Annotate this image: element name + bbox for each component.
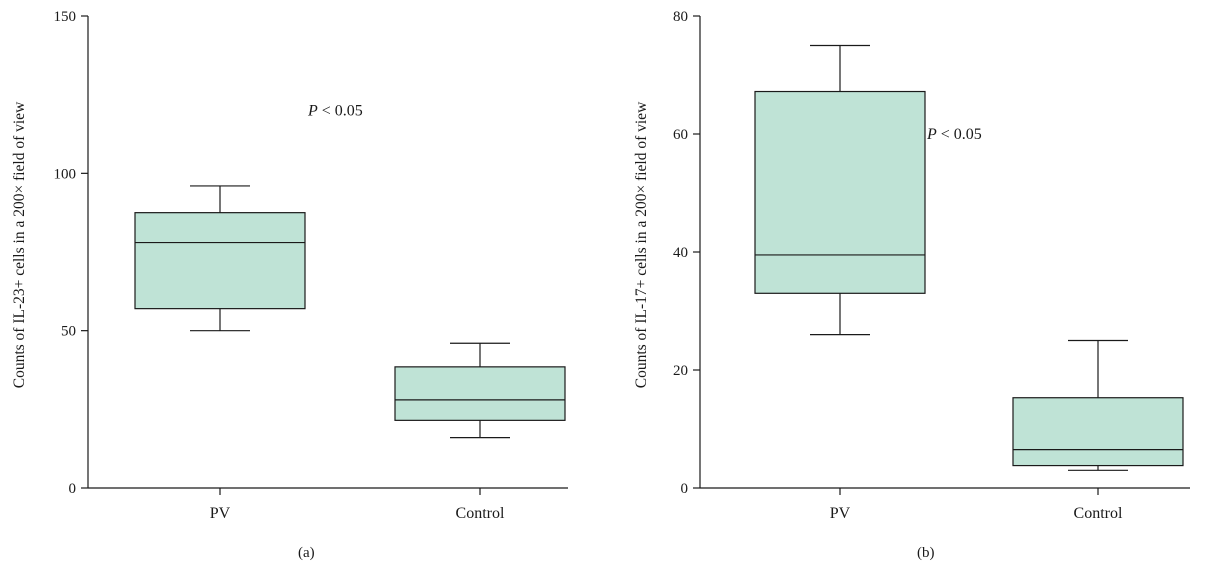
y-tick-label: 0 bbox=[69, 481, 77, 497]
iqr-box bbox=[394, 366, 566, 421]
y-axis-label: Counts of IL-17+ cells in a 200× field o… bbox=[633, 101, 650, 388]
box-pv bbox=[134, 185, 306, 332]
y-tick-label: 50 bbox=[61, 324, 76, 340]
panel-caption-b: (b) bbox=[917, 545, 935, 561]
y-tick-label: 100 bbox=[54, 166, 77, 182]
iqr-box bbox=[134, 212, 306, 310]
iqr-box bbox=[754, 90, 926, 294]
x-tick-label: PV bbox=[830, 505, 851, 522]
y-tick-label: 0 bbox=[681, 481, 689, 497]
chart-panel-a: 0 50 100 150 PV Control Counts of IL-23+ cells… bbox=[11, 9, 568, 522]
p-value-annotation: P < 0.05 bbox=[307, 102, 363, 119]
box-control bbox=[1012, 339, 1184, 471]
y-tick-label: 40 bbox=[673, 245, 688, 261]
iqr-box bbox=[1012, 397, 1184, 467]
y-tick-label: 80 bbox=[673, 9, 688, 25]
y-axis-label: Counts of IL-23+ cells in a 200× field o… bbox=[11, 101, 28, 388]
panel-caption-a: (a) bbox=[298, 545, 315, 561]
p-value-annotation: P < 0.05 bbox=[926, 126, 982, 143]
box-pv bbox=[754, 44, 926, 336]
y-tick-label: 60 bbox=[673, 127, 688, 143]
x-tick-label: Control bbox=[456, 505, 505, 522]
box-control bbox=[394, 342, 566, 439]
x-tick-label: PV bbox=[210, 505, 231, 522]
chart-panel-b: 0 20 40 60 80 PV Control Counts of IL-17+ cells… bbox=[633, 9, 1190, 522]
y-tick-label: 150 bbox=[54, 9, 77, 25]
x-tick-label: Control bbox=[1074, 505, 1123, 522]
y-tick-label: 20 bbox=[673, 363, 688, 379]
